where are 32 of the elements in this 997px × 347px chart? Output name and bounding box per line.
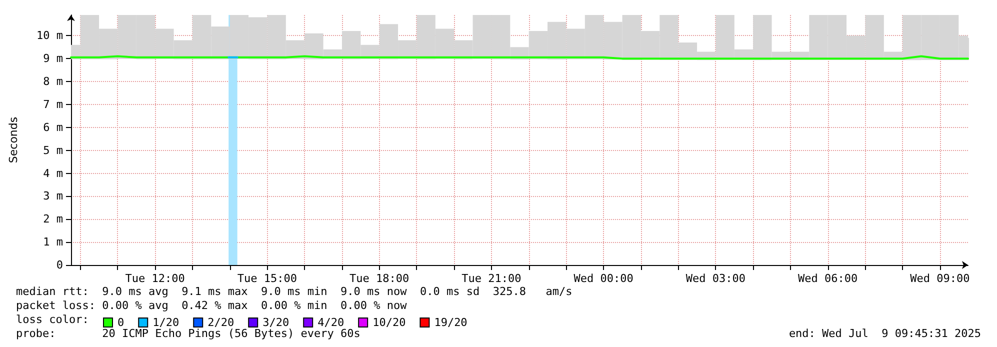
y-tick-label: 6 m [43,120,64,134]
y-axis-title: Seconds [7,116,20,164]
legend-label: 4/20 [318,316,344,329]
legend-title: loss color: [16,313,89,326]
x-tick-label: Tue 15:00 [237,272,298,285]
x-tick-label: Wed 09:00 [910,272,970,285]
legend-label: 3/20 [262,316,290,329]
x-tick-label: Wed 00:00 [574,272,634,285]
y-tick-label: 0 [56,258,63,272]
text: packet loss: 0.00 % avg 0.42 % max 0.00 % min 0.00 % now [16,299,407,312]
y-tick-label: 4 m [43,166,64,180]
legend-label: 10/20 [372,316,406,329]
legend-label: 19/20 [434,316,468,329]
y-tick-label: 3 m [43,190,64,203]
legend-label: 0 [118,316,124,329]
text: end: Wed Jul 9 09:45:31 2025 [788,327,981,340]
text: probe: 20 ICMP Echo Pings (56 Bytes) every 60s [16,327,360,340]
y-tick-label: 10 m [36,29,64,42]
x-tick-label: Tue 18:00 [350,272,410,285]
legend-label: 2/20 [208,316,234,329]
x-tick-label: Tue 21:00 [462,272,522,285]
x-tick-label: Wed 06:00 [798,272,858,285]
y-tick-label: 2 m [43,212,64,226]
x-tick-label: Tue 12:00 [125,272,185,285]
y-tick-label: 8 m [43,75,64,88]
y-tick-label: 1 m [43,236,64,249]
legend-label: 1/20 [152,316,180,329]
x-tick-label: Wed 03:00 [686,272,746,285]
y-tick-label: 5 m [43,144,64,157]
y-tick-label: 7 m [43,98,64,111]
y-tick-label: 9 m [43,52,64,66]
text: median rtt: 9.0 ms avg 9.1 ms max 9.0 ms min 9.0 ms now 0.0 ms sd 325.8 am/s [16,285,572,298]
